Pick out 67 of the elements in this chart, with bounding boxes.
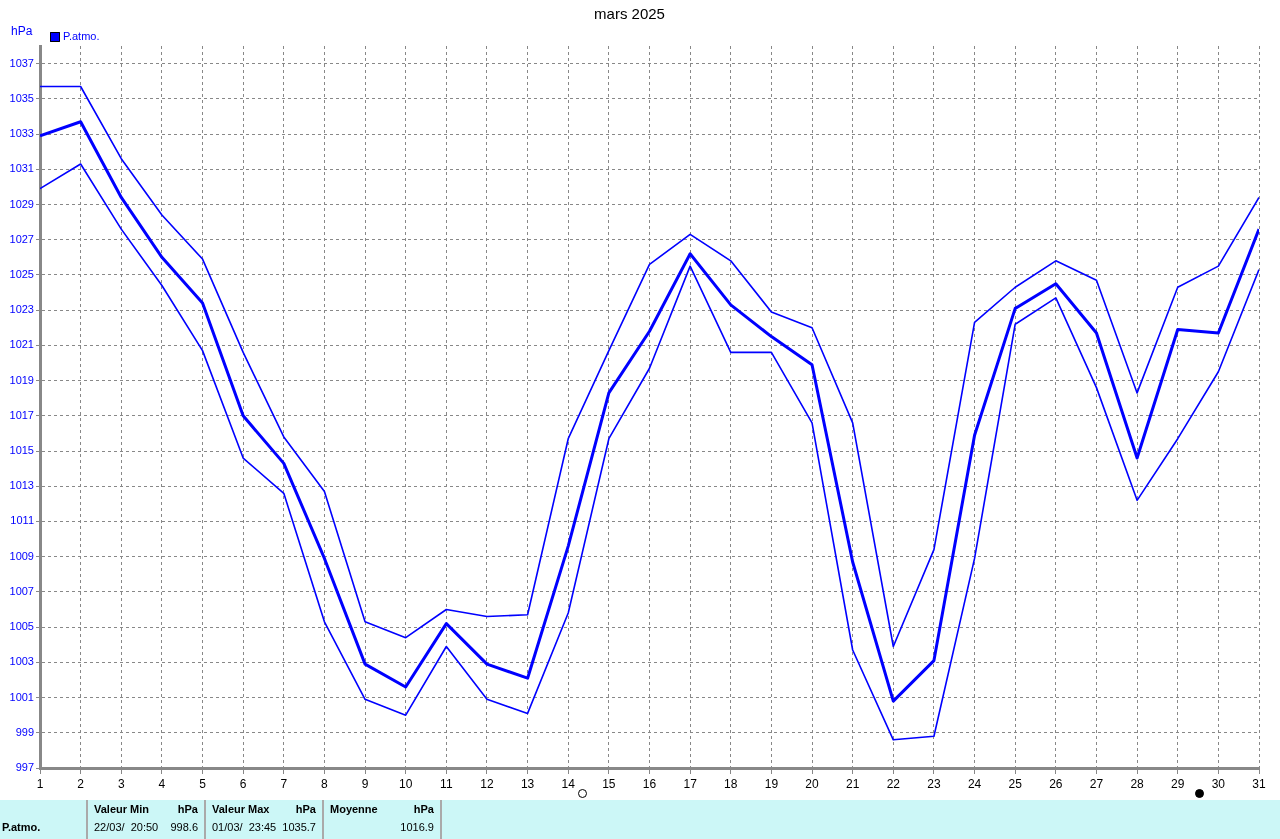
y-tick-label: 1031 (9, 162, 34, 175)
text: 22/03/ 20:50 (94, 821, 159, 833)
y-tick-label: 1007 (9, 584, 34, 597)
x-tick-label: 1 (36, 776, 44, 791)
x-tick-label: 18 (724, 776, 738, 791)
x-tick-label: 6 (239, 776, 247, 791)
y-tick-label: 1021 (9, 338, 34, 351)
y-tick-label: 1011 (10, 514, 34, 527)
y-tick-label: 1015 (9, 444, 34, 457)
x-tick-label: 12 (480, 776, 494, 791)
x-tick-label: 17 (683, 776, 698, 791)
y-tick-label: 1017 (9, 408, 34, 421)
text: hPa (177, 803, 198, 815)
text: Valeur Max (212, 803, 270, 815)
x-tick-label: 10 (399, 776, 413, 791)
y-tick-label: 1027 (9, 232, 34, 245)
chart-title: mars 2025 (594, 5, 665, 23)
x-tick-label: 14 (561, 776, 576, 791)
text: hPa (295, 803, 316, 815)
y-tick-label: 1005 (9, 620, 34, 633)
y-tick-label: 1033 (9, 127, 34, 140)
y-tick-label: 1013 (9, 479, 34, 492)
legend-label: P.atmo. (63, 30, 100, 43)
y-tick-label: 997 (15, 761, 34, 774)
x-tick-label: 21 (845, 776, 860, 791)
x-tick-label: 13 (520, 776, 535, 791)
x-tick-label: 2 (77, 776, 85, 791)
x-tick-label: 20 (805, 776, 820, 791)
x-tick-label: 26 (1049, 776, 1063, 791)
x-tick-label: 28 (1130, 776, 1145, 791)
x-tick-label: 31 (1252, 776, 1266, 791)
text: 01/03/ 23:45 (212, 821, 277, 833)
x-tick-label: 19 (764, 776, 779, 791)
x-tick-label: 29 (1171, 776, 1185, 791)
text: 1035.7 (282, 821, 316, 833)
text: Moyenne (330, 803, 378, 815)
y-tick-label: 1037 (9, 56, 34, 69)
text: 1016.9 (400, 821, 434, 833)
text: P.atmo. (2, 821, 41, 833)
x-tick-label: 4 (158, 776, 166, 791)
x-tick-label: 16 (642, 776, 657, 791)
y-tick-label: 1023 (9, 303, 34, 316)
x-tick-label: 25 (1008, 776, 1023, 791)
text: hPa (413, 803, 434, 815)
y-tick-label: 1001 (9, 690, 34, 703)
y-tick-label: 1025 (9, 267, 34, 280)
x-tick-label: 24 (967, 776, 982, 791)
y-tick-label: 1019 (9, 373, 34, 386)
x-tick-label: 9 (361, 776, 369, 791)
y-tick-label: 1003 (9, 655, 34, 668)
x-tick-label: 5 (199, 776, 207, 791)
x-tick-label: 22 (886, 776, 901, 791)
x-tick-label: 23 (927, 776, 941, 791)
x-tick-label: 11 (440, 776, 453, 791)
text: Valeur Min (94, 803, 150, 815)
text: 998.6 (170, 821, 198, 833)
y-tick-label: 1029 (9, 197, 34, 210)
x-tick-label: 15 (602, 776, 616, 791)
x-tick-label: 30 (1211, 776, 1226, 791)
y-tick-label: 1009 (9, 549, 34, 562)
x-tick-label: 8 (321, 776, 329, 791)
x-tick-label: 7 (280, 776, 288, 791)
x-tick-label: 27 (1089, 776, 1104, 791)
y-axis-title: hPa (11, 24, 33, 39)
y-tick-label: 1035 (9, 91, 34, 104)
x-tick-label: 3 (117, 776, 125, 791)
y-tick-label: 999 (15, 725, 34, 738)
